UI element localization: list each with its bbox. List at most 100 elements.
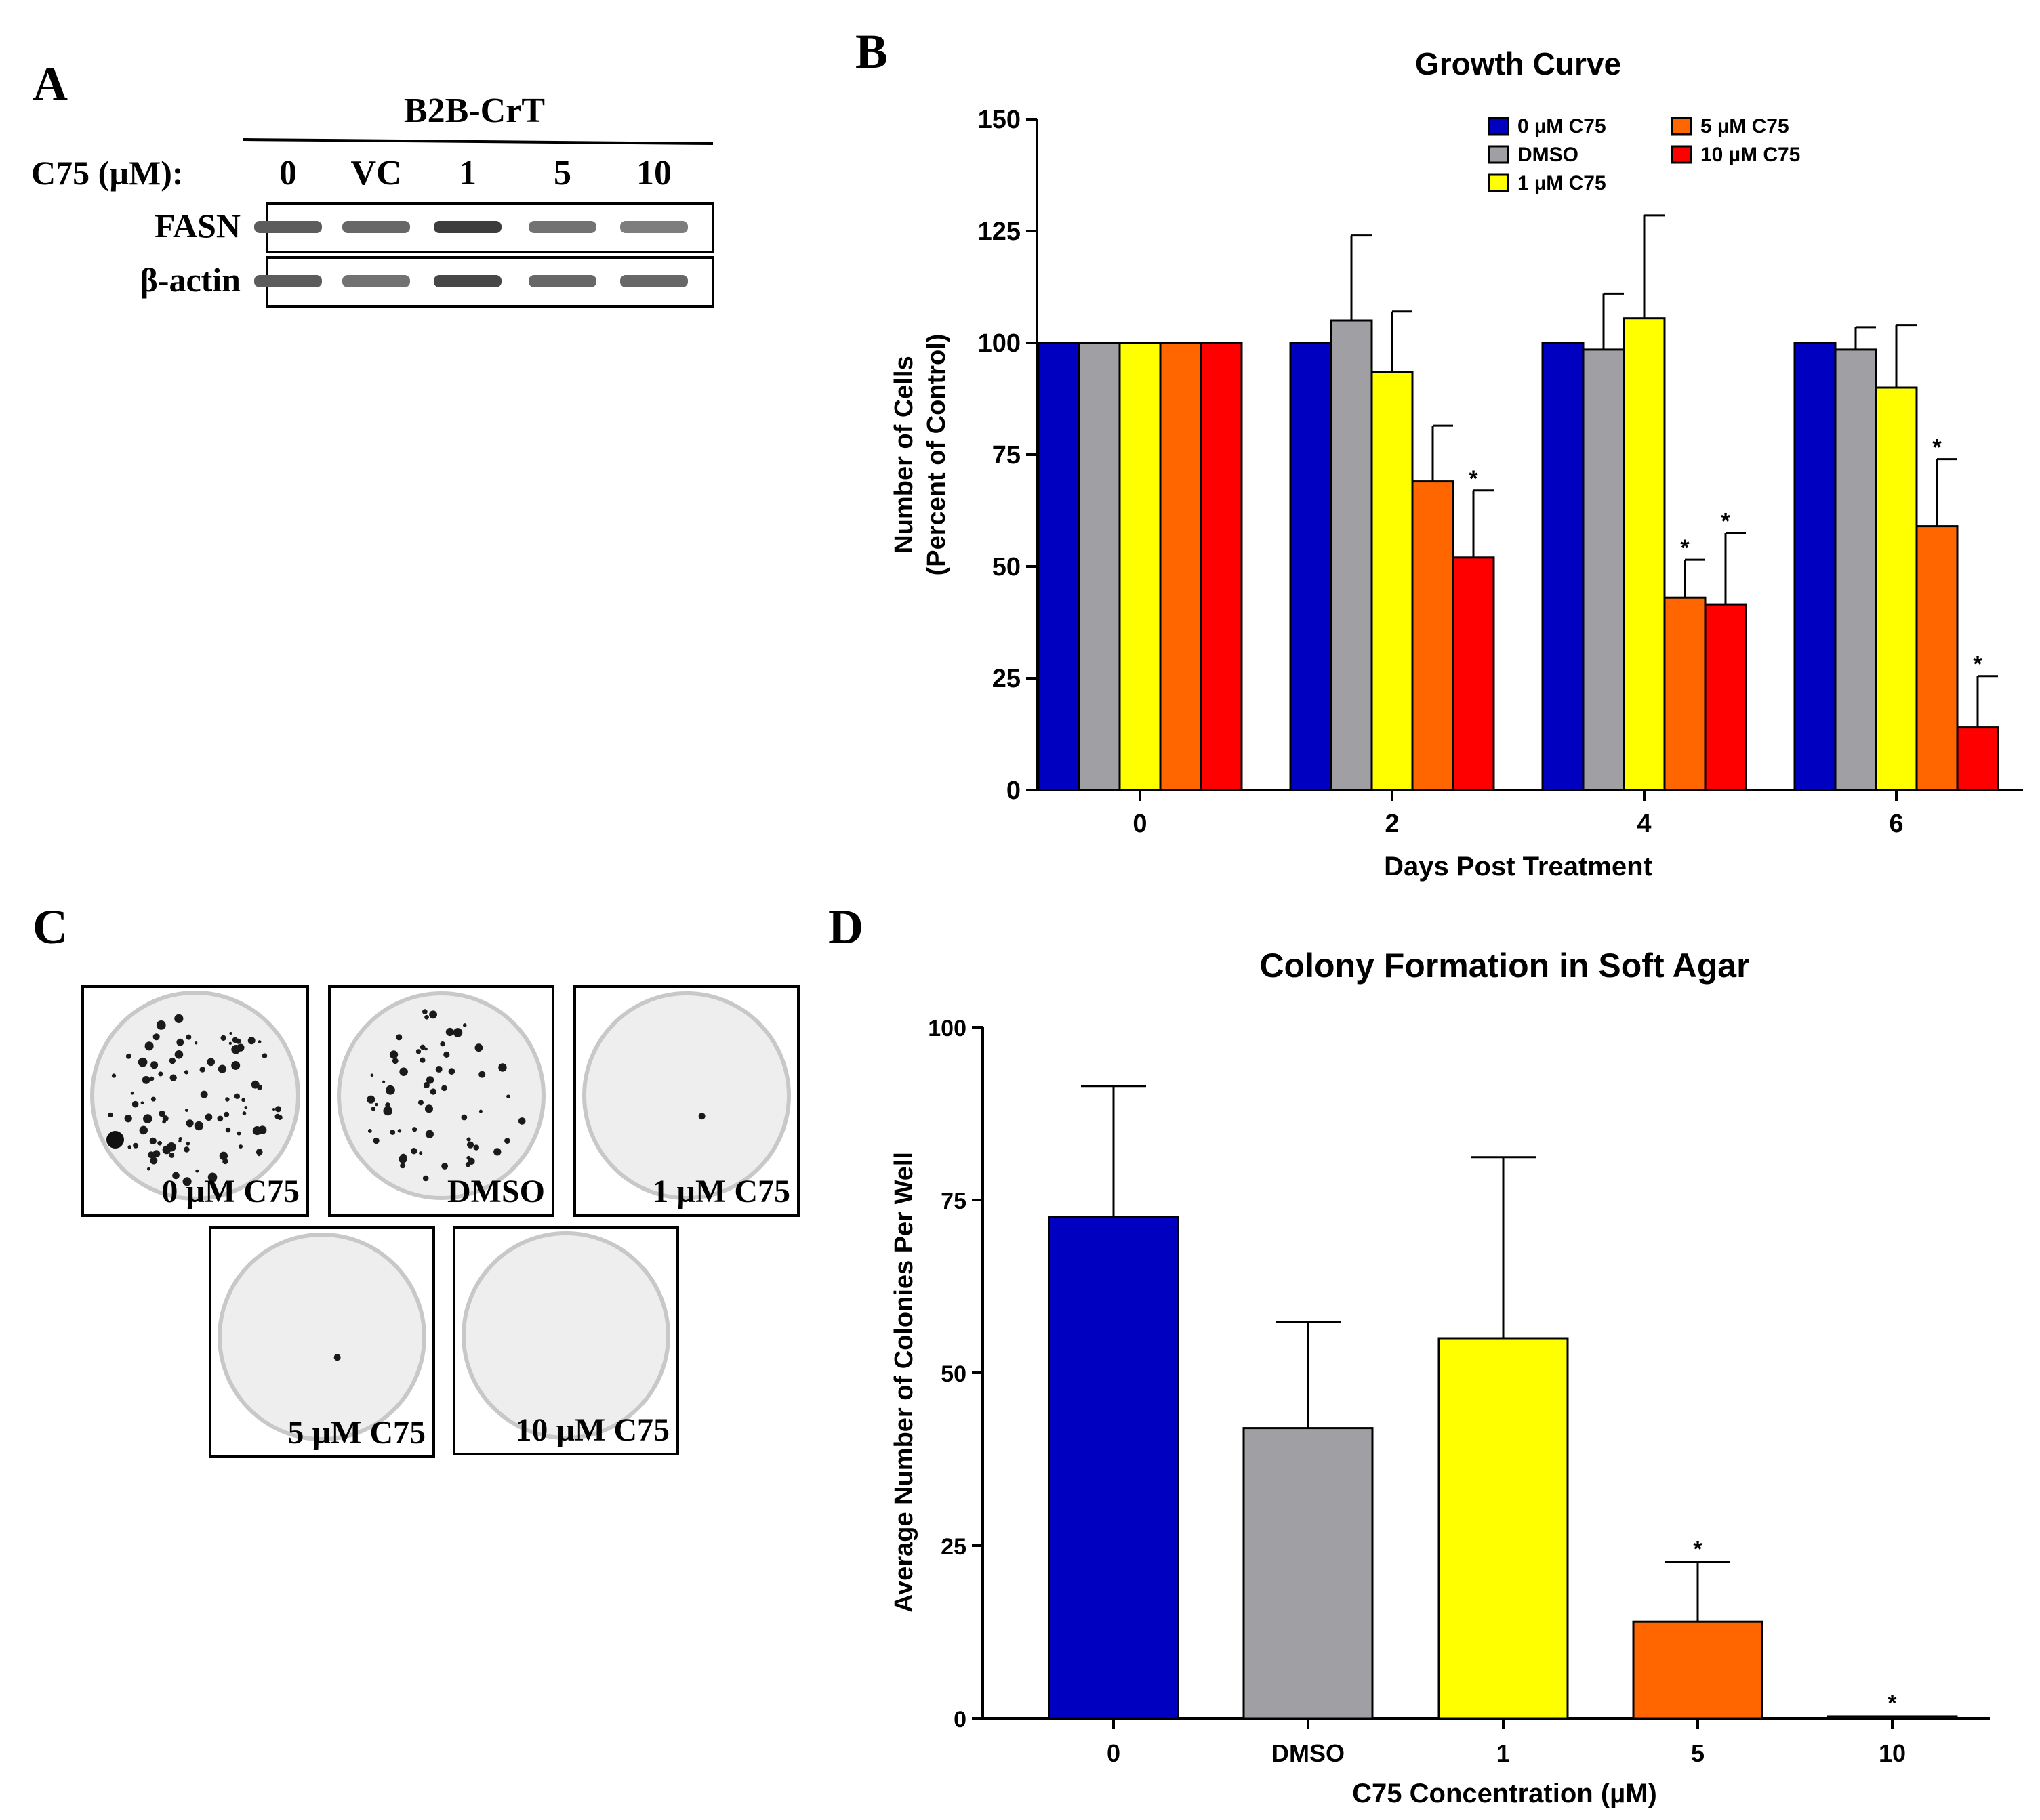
chart-title: Growth Curve (1415, 46, 1621, 81)
colony (373, 1137, 380, 1144)
colony (441, 1085, 447, 1092)
panel-b: B 0 25 50 75 100 125 150 Growth Curve Days Post … (855, 24, 2023, 882)
colony (219, 1151, 228, 1161)
legend-label: 1 µM C75 (1517, 172, 1606, 194)
y-axis-title-line-2: (Percent of Control) (922, 334, 951, 576)
colony (424, 1047, 428, 1051)
colony (244, 1106, 248, 1109)
legend-label: 10 µM C75 (1700, 144, 1800, 166)
bar (1048, 1216, 1179, 1720)
panel-a: A B2B-CrT C75 (µM): 0 VC 1 5 10 FASN β-actin (31, 57, 714, 308)
colony (144, 1041, 154, 1051)
protein-band (620, 221, 688, 233)
colony (392, 1058, 399, 1064)
lane-label: VC (350, 154, 401, 192)
bar (1915, 525, 1959, 791)
cell-line-label: B2B-CrT (404, 91, 545, 130)
colony (262, 1053, 268, 1059)
bar (1330, 319, 1373, 791)
colony (143, 1114, 152, 1123)
colony (390, 1130, 396, 1135)
soft-agar-plates: 0 µM C75 DMSO 1 µM C75 5 µM C75 10 µM C75 (81, 985, 800, 1458)
colony (235, 1038, 241, 1044)
colony (423, 1081, 430, 1089)
x-tick-label: 5 (1691, 1739, 1705, 1767)
colony (225, 1097, 230, 1102)
colony (468, 1157, 475, 1165)
legend-swatch (1488, 145, 1509, 164)
x-tick-label: DMSO (1271, 1739, 1345, 1767)
y-tick-label: 0 (954, 1707, 966, 1733)
bar (1452, 556, 1495, 791)
colony (130, 1091, 134, 1095)
y-tick-label: 100 (978, 329, 1021, 358)
colony (176, 1038, 184, 1046)
bar (1956, 726, 1999, 791)
colony (229, 1031, 232, 1035)
colony (274, 1106, 282, 1113)
x-tick-label: 1 (1496, 1739, 1510, 1767)
colony (212, 1178, 216, 1182)
colony (415, 1049, 422, 1054)
bar (1289, 342, 1332, 791)
colony (237, 1043, 245, 1052)
x-tick-label: 0 (1133, 810, 1147, 838)
colony (370, 1073, 374, 1077)
protein-band (620, 275, 688, 287)
colony (228, 1041, 232, 1045)
colony (184, 1070, 189, 1075)
colony (184, 1146, 190, 1153)
colony (178, 1137, 182, 1141)
significance-star: * (1469, 466, 1478, 492)
lane-label: 1 (459, 154, 476, 192)
colony (462, 1023, 467, 1027)
chart-title: Colony Formation in Soft Agar (1259, 947, 1749, 985)
colony (422, 1009, 428, 1015)
colony (399, 1067, 408, 1076)
colony (424, 1104, 434, 1113)
plate-label: DMSO (447, 1174, 545, 1209)
colony (396, 1034, 403, 1041)
colony (195, 1041, 198, 1045)
colony (375, 1102, 378, 1107)
y-tick-label: 75 (992, 441, 1021, 470)
colony (426, 1076, 434, 1084)
bar (1875, 386, 1918, 791)
colony (445, 1027, 454, 1037)
protein-band (529, 221, 596, 233)
colony (184, 1109, 188, 1112)
colony (186, 1119, 194, 1128)
y-tick-label: 125 (978, 218, 1021, 246)
legend-label: 5 µM C75 (1700, 115, 1789, 138)
bar (1623, 317, 1666, 791)
colony (139, 1125, 148, 1135)
blot-row-label: β-actin (140, 261, 241, 299)
significance-star: * (1973, 652, 1982, 678)
x-tick-label: 4 (1637, 810, 1651, 838)
colony (382, 1080, 386, 1083)
legend-label: 0 µM C75 (1517, 115, 1606, 138)
plate-label: 0 µM C75 (161, 1174, 300, 1209)
colony (474, 1043, 483, 1052)
colony (367, 1095, 375, 1104)
colony (231, 1060, 241, 1070)
legend-swatch (1671, 117, 1692, 136)
colony (493, 1148, 502, 1156)
colony (506, 1094, 510, 1098)
colony (466, 1137, 471, 1142)
colony (220, 1035, 226, 1041)
colony (412, 1127, 417, 1132)
panel-b-letter: B (855, 24, 888, 79)
colony (272, 1107, 276, 1111)
colony (127, 1145, 131, 1149)
colony (150, 1061, 159, 1069)
bar (1632, 1620, 1763, 1720)
colony (205, 1113, 213, 1121)
colony (256, 1149, 263, 1155)
colony (199, 1067, 205, 1073)
y-tick-label: 50 (941, 1361, 966, 1387)
colony (174, 1014, 184, 1023)
bar (1370, 371, 1414, 791)
bar (1118, 342, 1162, 791)
